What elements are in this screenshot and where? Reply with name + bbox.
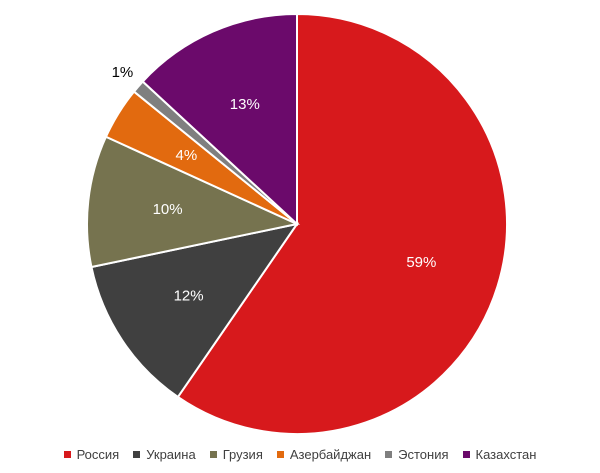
legend-label-3: Грузия bbox=[222, 446, 263, 462]
legend-item-3: Грузия bbox=[209, 446, 263, 462]
legend-label-5: Эстония bbox=[398, 446, 449, 462]
legend-item-2: Украина bbox=[133, 447, 196, 462]
data-label-2: 12% bbox=[174, 288, 204, 305]
legend-item-4: Азербайджан bbox=[276, 446, 372, 462]
data-label-1: 59% bbox=[406, 254, 436, 271]
pie-chart-plot: 59% 12% 10% 4% 1% 13% bbox=[86, 12, 508, 435]
data-label-6: 13% bbox=[230, 96, 260, 113]
legend-swatch-4 bbox=[276, 450, 284, 458]
pie-slice-6 bbox=[141, 12, 298, 227]
pie-slice-1 bbox=[176, 12, 508, 435]
chart-legend: Россия Украина Грузия Азербайджан Эстония Каз… bbox=[0, 444, 600, 464]
legend-swatch-2 bbox=[133, 450, 141, 458]
legend-label-2: Украина bbox=[146, 446, 196, 462]
data-label-5: 1% bbox=[112, 64, 134, 81]
data-label-3: 10% bbox=[153, 201, 183, 218]
legend-label-4: Азербайджан bbox=[289, 446, 372, 462]
legend-label-6: Казахстан bbox=[475, 446, 537, 462]
legend-swatch-1 bbox=[63, 450, 71, 458]
legend-item-6: Казахстан bbox=[462, 446, 537, 462]
legend-swatch-6 bbox=[462, 450, 470, 458]
data-label-4: 4% bbox=[176, 147, 198, 164]
pie-slice-2 bbox=[90, 222, 300, 399]
pie-slice-3 bbox=[86, 135, 301, 269]
legend-swatch-5 bbox=[385, 450, 393, 458]
legend-label-1: Россия bbox=[76, 446, 120, 462]
legend-swatch-3 bbox=[209, 450, 217, 458]
legend-item-1: Россия bbox=[63, 446, 120, 462]
legend-item-5: Эстония bbox=[385, 446, 449, 462]
